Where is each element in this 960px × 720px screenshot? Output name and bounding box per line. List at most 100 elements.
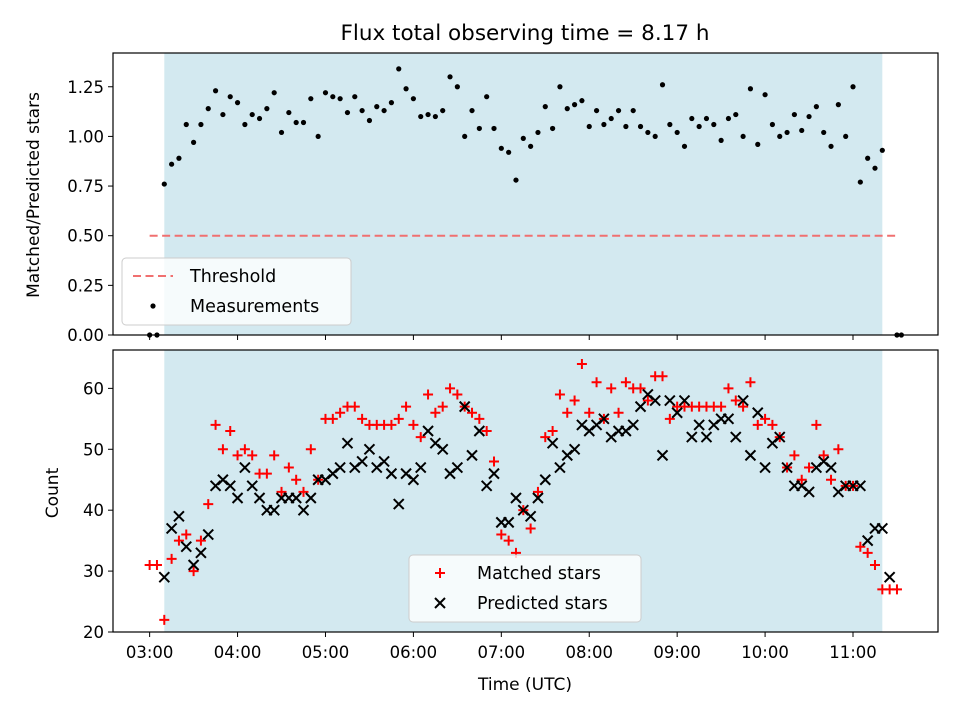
predicted-star-point — [634, 400, 647, 413]
measurement-point — [857, 179, 863, 185]
measurement-point — [190, 139, 197, 145]
measurement-point — [169, 161, 175, 167]
matched-star-point — [723, 383, 734, 394]
matched-star-point — [423, 389, 434, 400]
measurement-point — [828, 143, 834, 149]
matched-star-point — [261, 468, 272, 479]
matched-star-point — [496, 529, 507, 540]
x-tick-label: 03:00 — [126, 643, 174, 662]
matched-star-point — [584, 407, 595, 418]
x-tick-label: 11:00 — [829, 643, 877, 662]
measurement-point — [462, 133, 468, 140]
measurement-point — [396, 66, 402, 72]
predicted-star-point — [165, 522, 178, 535]
predicted-star-point — [671, 407, 683, 419]
measurement-point — [872, 165, 878, 171]
predicted-star-point — [554, 461, 566, 474]
measurement-point — [469, 107, 475, 114]
measurement-point — [388, 100, 395, 106]
measurement-point — [506, 149, 512, 155]
legend-predicted-label: Predicted stars — [477, 594, 608, 614]
measurement-point — [601, 121, 607, 128]
matched-star-point — [283, 462, 294, 473]
measurement-point — [579, 98, 585, 104]
matched-star-point — [576, 359, 587, 370]
measurement-point — [520, 135, 526, 141]
bottom-y-tick-label: 20 — [83, 623, 104, 642]
predicted-star-point — [686, 431, 698, 443]
x-tick-label: 04:00 — [214, 643, 262, 662]
matched-star-point — [415, 432, 426, 443]
matched-star-point — [401, 401, 412, 412]
measurement-point — [593, 107, 600, 114]
predicted-star-point — [678, 394, 691, 407]
predicted-star-point — [774, 431, 786, 443]
predicted-star-point — [378, 455, 390, 468]
matched-star-point — [166, 553, 177, 564]
matched-star-point — [606, 383, 617, 394]
matched-star-point — [547, 426, 558, 437]
measurement-point — [410, 96, 416, 102]
matched-star-point — [188, 566, 199, 577]
measurement-point — [806, 113, 812, 120]
measurement-point — [843, 133, 849, 140]
matched-star-point — [203, 499, 214, 510]
predicted-star-point — [473, 425, 486, 437]
predicted-star-point — [854, 480, 867, 492]
matched-star-point — [738, 401, 749, 412]
matched-star-point — [195, 535, 206, 546]
top-y-tick-label: 0.00 — [67, 326, 104, 345]
matched-star-point — [833, 444, 844, 455]
predicted-star-point — [158, 571, 170, 583]
predicted-star-point — [407, 474, 420, 486]
measurement-point — [484, 94, 490, 100]
measurement-point — [865, 155, 871, 161]
measurement-point — [176, 155, 182, 161]
legend-matched-label: Matched stars — [477, 564, 601, 584]
matched-star-point — [745, 377, 756, 388]
matched-star-point — [716, 401, 727, 412]
bottom-y-tick-label: 60 — [83, 379, 104, 398]
predicted-star-point — [173, 510, 185, 522]
measurement-point — [769, 121, 776, 128]
measurement-point — [689, 115, 695, 122]
x-tick-label: 10:00 — [741, 643, 789, 662]
matched-star-point — [620, 377, 631, 388]
measurement-point — [674, 129, 680, 136]
predicted-star-point — [480, 480, 493, 492]
predicted-star-point — [290, 492, 302, 504]
bottom-y-tick-label: 30 — [83, 562, 104, 581]
predicted-star-point — [524, 510, 537, 522]
measurement-point — [564, 106, 570, 112]
predicted-star-point — [385, 467, 398, 480]
predicted-star-point — [341, 437, 354, 449]
measurement-point — [777, 133, 783, 140]
matched-star-point — [408, 419, 419, 430]
measurement-point — [344, 109, 351, 116]
predicted-star-point — [532, 492, 544, 504]
measurement-point — [535, 129, 541, 136]
legend-threshold-label: Threshold — [189, 267, 276, 287]
predicted-star-point — [502, 516, 515, 529]
matched-star-point — [393, 413, 404, 424]
predicted-star-point — [510, 492, 522, 504]
measurement-point — [762, 92, 768, 98]
measurement-point — [381, 107, 387, 114]
measurement-point — [454, 84, 460, 90]
matched-star-point — [386, 419, 397, 430]
measurement-point — [425, 111, 431, 118]
predicted-star-point — [297, 504, 310, 516]
predicted-star-point — [649, 394, 661, 407]
predicted-star-point — [737, 394, 749, 407]
matched-star-point — [467, 407, 478, 418]
matched-star-point — [811, 419, 822, 430]
measurement-point — [542, 104, 548, 110]
matched-star-point — [217, 444, 228, 455]
measurement-point — [220, 111, 226, 118]
matched-star-point — [855, 541, 866, 552]
matched-star-point — [481, 426, 492, 437]
matched-star-point — [664, 413, 675, 424]
predicted-star-point — [268, 504, 280, 516]
predicted-star-point — [356, 455, 368, 468]
bottom-y-axis-label: Count — [43, 467, 63, 518]
